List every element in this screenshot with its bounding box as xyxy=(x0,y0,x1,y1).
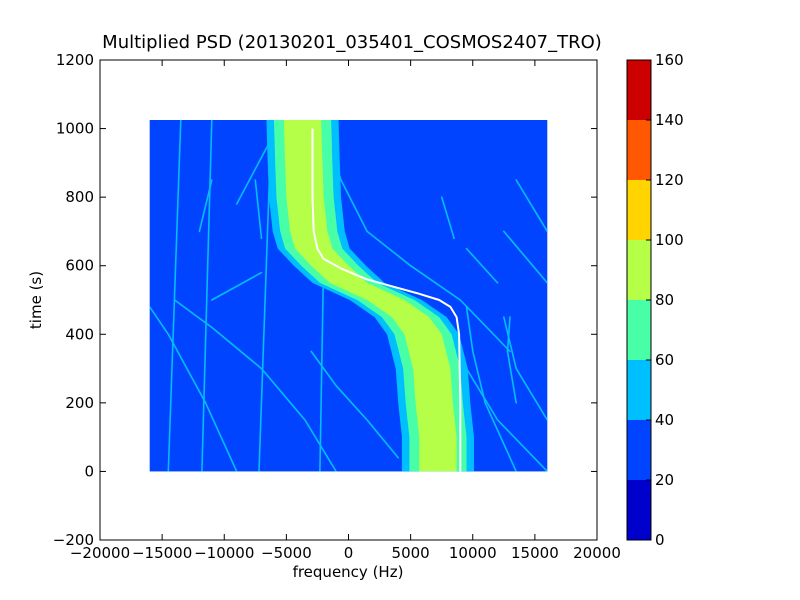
x-axis-label: frequency (Hz) xyxy=(293,563,404,581)
faint-line-16 xyxy=(254,179,263,240)
colorbar-tick-label: 40 xyxy=(655,411,674,429)
y-tick-label: 1000 xyxy=(56,120,94,138)
faint-line-15 xyxy=(515,179,548,233)
heatmap-clipped xyxy=(149,120,548,472)
colorbar-segment xyxy=(627,420,651,480)
x-tick-label: −20000 xyxy=(70,544,130,562)
faint-line-4 xyxy=(149,306,238,472)
faint-line-9 xyxy=(503,316,548,421)
colorbar-tick-label: 80 xyxy=(655,291,674,309)
chart-title: Multiplied PSD (20130201_035401_COSMOS24… xyxy=(102,32,602,53)
y-tick-label: 1200 xyxy=(56,51,94,69)
faint-line-6 xyxy=(310,350,399,459)
faint-line-12 xyxy=(465,247,499,284)
colorbar-tick-label: 20 xyxy=(655,471,674,489)
y-tick-label: 200 xyxy=(65,394,94,412)
x-tick-label: −10000 xyxy=(194,544,254,562)
colorbar-tick-label: 0 xyxy=(655,531,665,549)
colorbar-segment xyxy=(627,360,651,420)
colorbar-tick-label: 160 xyxy=(655,51,684,69)
faint-line-10 xyxy=(506,316,517,404)
faint-line-13 xyxy=(503,230,548,284)
x-tick-label: 10000 xyxy=(449,544,497,562)
x-tick-label: 5000 xyxy=(392,544,430,562)
colorbar-segment xyxy=(627,60,651,120)
colorbar-segment xyxy=(627,180,651,240)
faint-line-5 xyxy=(173,299,337,472)
faint-line-17 xyxy=(198,179,213,233)
heatmap-layer xyxy=(149,120,548,472)
y-tick-label: 0 xyxy=(84,462,94,480)
white-trace xyxy=(311,128,462,472)
colorbar-tick-label: 60 xyxy=(655,351,674,369)
colorbar: 0 20 40 60 80 100 120 140 160 xyxy=(626,51,684,549)
colorbar-segment xyxy=(627,480,651,540)
y-axis-label: time (s) xyxy=(27,271,45,329)
main-signal-band-2 xyxy=(283,120,457,472)
colorbar-segment xyxy=(627,120,651,180)
x-tick-label: 0 xyxy=(344,544,354,562)
colorbar-segment xyxy=(627,300,651,360)
y-tick-label: −200 xyxy=(53,531,94,549)
colorbar-tick-label: 120 xyxy=(655,171,684,189)
plot-area xyxy=(100,60,597,540)
y-axis: −200 0 200 400 600 800 1000 1200 xyxy=(53,51,597,549)
x-tick-label: 15000 xyxy=(511,544,559,562)
faint-line-19 xyxy=(211,271,263,301)
colorbar-tick-label: 140 xyxy=(655,111,684,129)
colorbar-segment xyxy=(627,240,651,300)
y-tick-label: 800 xyxy=(65,188,94,206)
x-tick-label: 20000 xyxy=(573,544,621,562)
faint-line-8 xyxy=(465,306,517,472)
colorbar-tick-label: 100 xyxy=(655,231,684,249)
y-tick-label: 400 xyxy=(65,325,94,343)
faint-line-0 xyxy=(167,120,182,472)
y-tick-label: 600 xyxy=(65,257,94,275)
x-axis: −20000 −15000 −10000 −5000 0 5000 10000 15000 20… xyxy=(70,60,621,562)
faint-line-14 xyxy=(440,196,455,240)
x-tick-label: −5000 xyxy=(261,544,312,562)
faint-line-1 xyxy=(201,120,213,472)
x-tick-label: −15000 xyxy=(132,544,192,562)
